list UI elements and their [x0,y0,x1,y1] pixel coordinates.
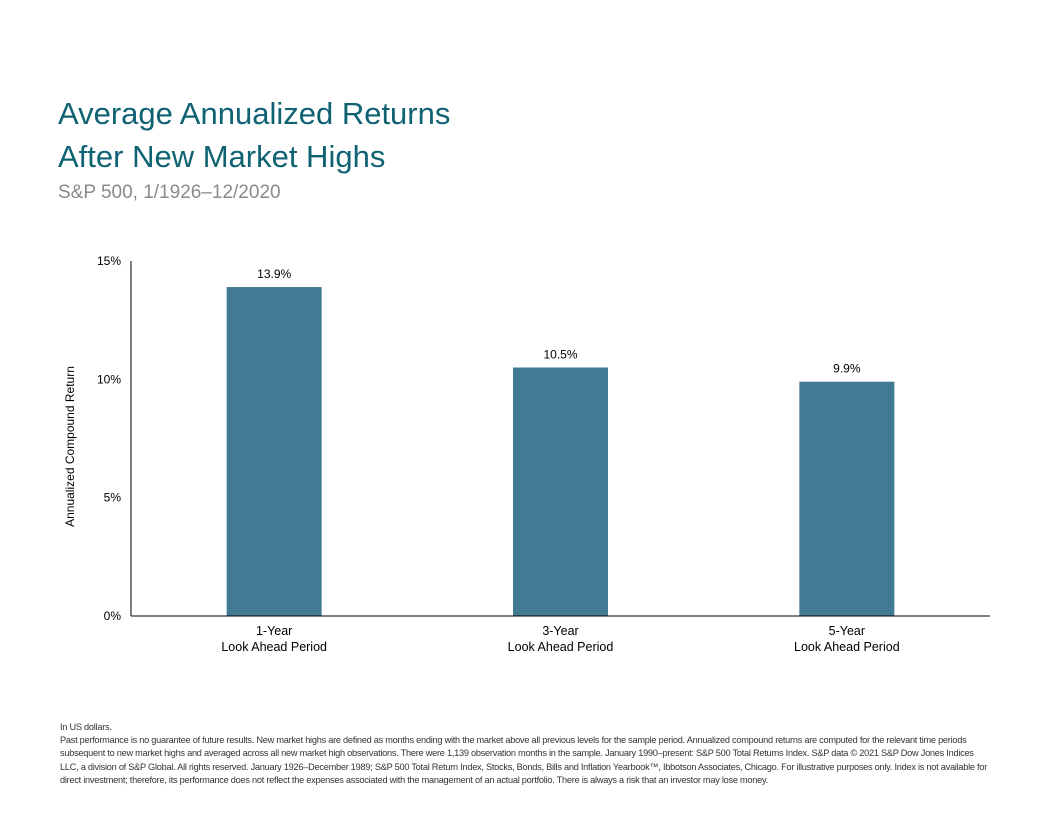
y-tick-label: 15% [97,254,121,268]
data-label: 10.5% [543,348,577,362]
data-label: 9.9% [833,362,861,376]
title-line-2: After New Market Highs [58,139,386,174]
x-tick-label: Look Ahead Period [794,640,900,654]
x-tick-label: 3-Year [542,624,578,638]
data-label: 13.9% [257,267,291,281]
y-tick-label: 10% [97,372,121,386]
x-tick-label: Look Ahead Period [221,640,327,654]
y-tick-label: 5% [104,491,122,505]
footnotes: In US dollars. Past performance is no gu… [60,721,990,787]
title-line-1: Average Annualized Returns [58,96,451,131]
bar [799,381,895,616]
currency-note: In US dollars. [60,722,112,732]
x-tick-label: Look Ahead Period [508,640,614,654]
x-tick-label: 5-Year [829,624,865,638]
chart-subtitle: S&P 500, 1/1926–12/2020 [58,182,281,203]
y-axis-label: Annualized Compound Return [63,366,77,527]
chart-title: Average Annualized Returns After New Mar… [58,92,450,178]
y-tick-label: 0% [104,609,122,623]
disclaimer: Past performance is no guarantee of futu… [60,735,988,785]
x-tick-label: 1-Year [256,624,292,638]
bar [513,367,608,616]
bar [226,287,322,616]
